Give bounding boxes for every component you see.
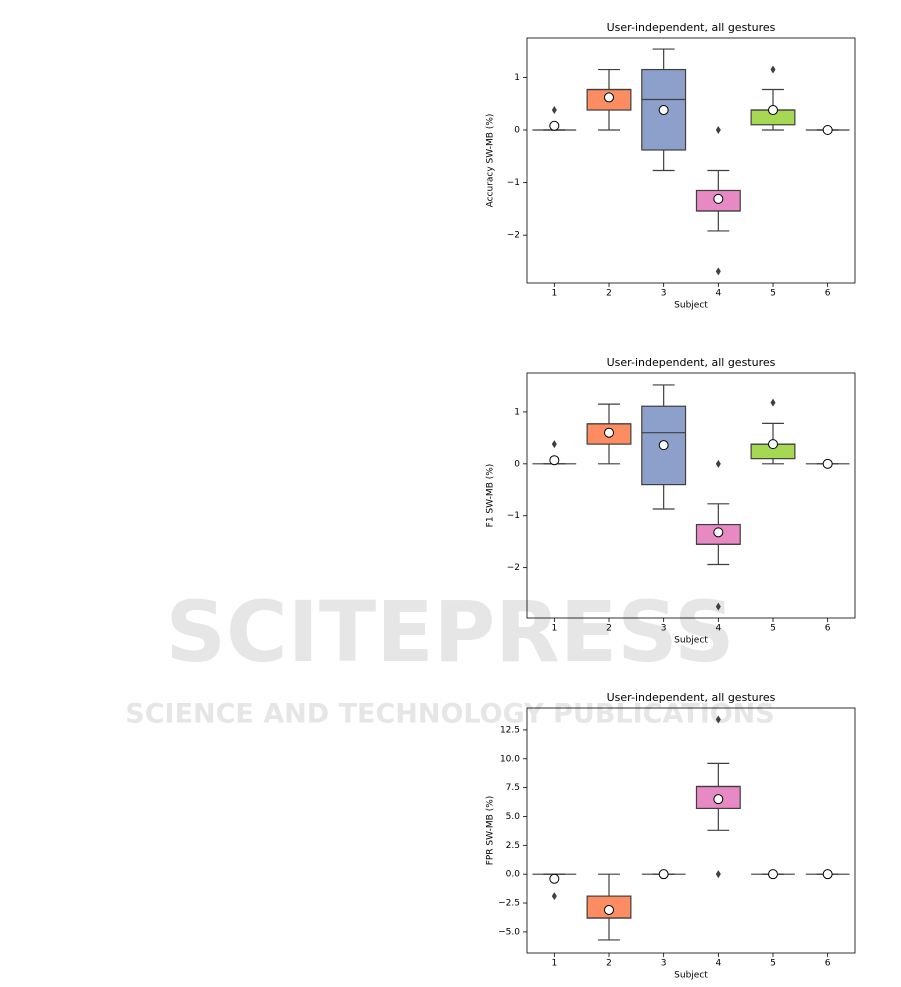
outlier [551,892,557,901]
x-tick-label: 2 [606,624,612,634]
x-tick-label: 4 [715,959,721,969]
mean-marker [604,92,614,103]
mean-marker [822,869,833,880]
outlier [715,459,721,468]
mean-marker [768,869,778,880]
x-tick-label: 6 [825,289,831,299]
x-axis-label: Subject [674,636,708,646]
outlier [715,126,721,135]
x-tick-label: 3 [661,959,667,969]
y-tick-label: 10.0 [500,754,520,764]
mean-marker [604,904,614,915]
y-tick-label: 0 [514,126,520,136]
x-tick-label: 5 [770,624,776,634]
outlier [551,106,557,115]
outlier [715,870,721,879]
x-tick-label: 5 [770,959,776,969]
mean-marker [549,455,560,466]
x-tick-label: 4 [715,624,721,634]
x-tick-label: 6 [825,959,831,969]
y-tick-label: −1 [507,178,520,188]
mean-marker [549,873,560,884]
mean-marker [768,105,778,116]
y-tick-label: 1 [514,73,520,83]
plot-frame [526,37,856,284]
y-tick-label: 0 [514,459,520,469]
chart-title: User-independent, all gestures [607,21,776,34]
x-tick-label: 3 [661,624,667,634]
y-tick-label: −1 [507,511,520,521]
mean-marker [713,193,724,204]
outlier [715,715,721,724]
x-tick-label: 3 [661,289,667,299]
x-axis-label: Subject [674,971,708,981]
mean-marker [713,527,724,538]
x-tick-label: 1 [551,624,557,634]
x-tick-label: 2 [606,289,612,299]
y-axis-label: FPR SW-MB (%) [486,796,496,866]
y-tick-label: −2 [507,231,520,241]
mean-marker [822,125,833,136]
mean-marker [604,427,614,438]
y-tick-label: 7.5 [506,783,520,793]
x-tick-label: 6 [825,624,831,634]
x-tick-label: 1 [551,959,557,969]
chart-title: User-independent, all gestures [607,691,776,704]
y-tick-label: 2.5 [506,841,520,851]
y-tick-label: 12.5 [500,725,520,735]
mean-marker [658,105,669,116]
y-tick-label: −5.0 [498,927,520,937]
outlier [770,65,776,74]
mean-marker [658,869,669,880]
y-axis-label: F1 SW-MB (%) [486,464,496,528]
mean-marker [822,458,833,469]
x-tick-label: 1 [551,289,557,299]
outlier [551,440,557,449]
watermark-subtitle: SCIENCE AND TECHNOLOGY PUBLICATIONS [125,699,774,730]
y-tick-label: 1 [514,407,520,417]
y-tick-label: 5.0 [506,812,521,822]
outlier [715,267,721,276]
plot-frame [526,372,856,619]
mean-marker [549,120,560,131]
mean-marker [658,440,669,451]
x-tick-label: 5 [770,289,776,299]
plot-frame [526,707,856,954]
outlier [715,602,721,611]
chart-title: User-independent, all gestures [607,356,776,369]
x-axis-label: Subject [674,301,708,311]
y-tick-label: 0.0 [506,870,521,880]
mean-marker [713,794,724,805]
x-tick-label: 4 [715,289,721,299]
watermark-title: SCITEPRESS [166,583,735,681]
y-axis-label: Accuracy SW-MB (%) [486,114,496,208]
x-tick-label: 2 [606,959,612,969]
mean-marker [768,439,778,450]
outlier [770,398,776,407]
y-tick-label: −2 [507,563,520,573]
y-tick-label: −2.5 [498,899,520,909]
